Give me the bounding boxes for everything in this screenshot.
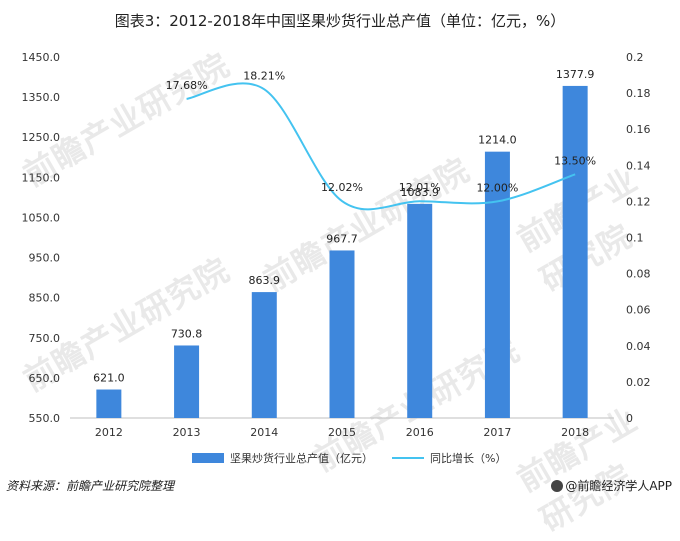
right-axis-tick-label: 0.18 (626, 87, 651, 100)
left-axis-tick-label: 550.0 (29, 412, 61, 425)
source-note: 资料来源：前瞻产业研究院整理 (6, 479, 175, 493)
brand-text: @前瞻经济学人APP (565, 479, 672, 493)
bar-value-label: 1214.0 (478, 134, 517, 147)
left-axis-tick-label: 650.0 (29, 372, 61, 385)
right-axis-tick-label: 0.2 (626, 51, 644, 64)
left-axis-tick-label: 1050.0 (22, 211, 61, 224)
growth-rate-label: 18.21% (243, 69, 285, 82)
growth-rate-label: 17.68% (166, 79, 208, 92)
growth-rate-label: 12.02% (321, 181, 363, 194)
legend-bar-label: 坚果炒货行业总产值（亿元） (230, 451, 373, 465)
chart-title: 图表3：2012-2018年中国坚果炒货行业总产值（单位：亿元，%） (114, 12, 566, 30)
growth-rate-label: 12.00% (476, 181, 518, 194)
left-axis-tick-label: 750.0 (29, 332, 61, 345)
right-axis-tick-label: 0.02 (626, 376, 651, 389)
x-axis-tick-label: 2013 (173, 426, 201, 439)
bar-value-label: 621.0 (93, 372, 125, 385)
right-axis-tick-label: 0.1 (626, 232, 644, 245)
legend-bar-swatch (192, 453, 224, 463)
left-axis-tick-label: 1450.0 (22, 51, 61, 64)
x-axis-tick-label: 2015 (328, 426, 356, 439)
bar (329, 250, 355, 418)
x-axis-tick-label: 2014 (250, 426, 278, 439)
x-axis-tick-label: 2012 (95, 426, 123, 439)
growth-rate-label: 12.01% (399, 181, 441, 194)
left-axis-tick-label: 950.0 (29, 252, 61, 265)
bar (174, 345, 200, 418)
bar-value-label: 1083.9 (400, 186, 439, 199)
x-axis-tick-label: 2018 (561, 426, 589, 439)
growth-rate-line (186, 82, 576, 211)
right-axis-tick-label: 0.16 (626, 123, 651, 136)
right-axis-tick-label: 0 (626, 412, 633, 425)
bar-value-label: 967.7 (326, 232, 358, 245)
right-axis-tick-label: 0.08 (626, 268, 651, 281)
bar-value-label: 1377.9 (556, 68, 595, 81)
bar (96, 389, 122, 418)
bar-value-label: 863.9 (249, 274, 281, 287)
right-axis-tick-label: 0.04 (626, 340, 651, 353)
bar (562, 85, 588, 419)
right-axis-tick-label: 0.14 (626, 159, 651, 172)
bar (484, 151, 510, 418)
left-axis-tick-label: 1350.0 (22, 91, 61, 104)
x-axis-tick-label: 2017 (483, 426, 511, 439)
right-axis-tick-label: 0.06 (626, 304, 651, 317)
left-axis-tick-label: 850.0 (29, 292, 61, 305)
left-axis-tick-label: 1150.0 (22, 171, 61, 184)
brand-logo-icon (551, 480, 564, 492)
bar (251, 292, 277, 418)
bar-value-label: 730.8 (171, 327, 203, 340)
left-axis-tick-label: 1250.0 (22, 131, 61, 144)
right-axis-tick-label: 0.12 (626, 195, 651, 208)
legend-line-label: 同比增长（%） (430, 451, 506, 465)
bar (407, 203, 433, 418)
x-axis-tick-label: 2016 (406, 426, 434, 439)
growth-rate-label: 13.50% (554, 154, 596, 167)
chart-svg: 550.0 650.0 750.0 850.0 950.0 1050.0 1150.0 125… (22, 51, 651, 465)
brand-credit: @前瞻经济学人APP (551, 477, 672, 494)
